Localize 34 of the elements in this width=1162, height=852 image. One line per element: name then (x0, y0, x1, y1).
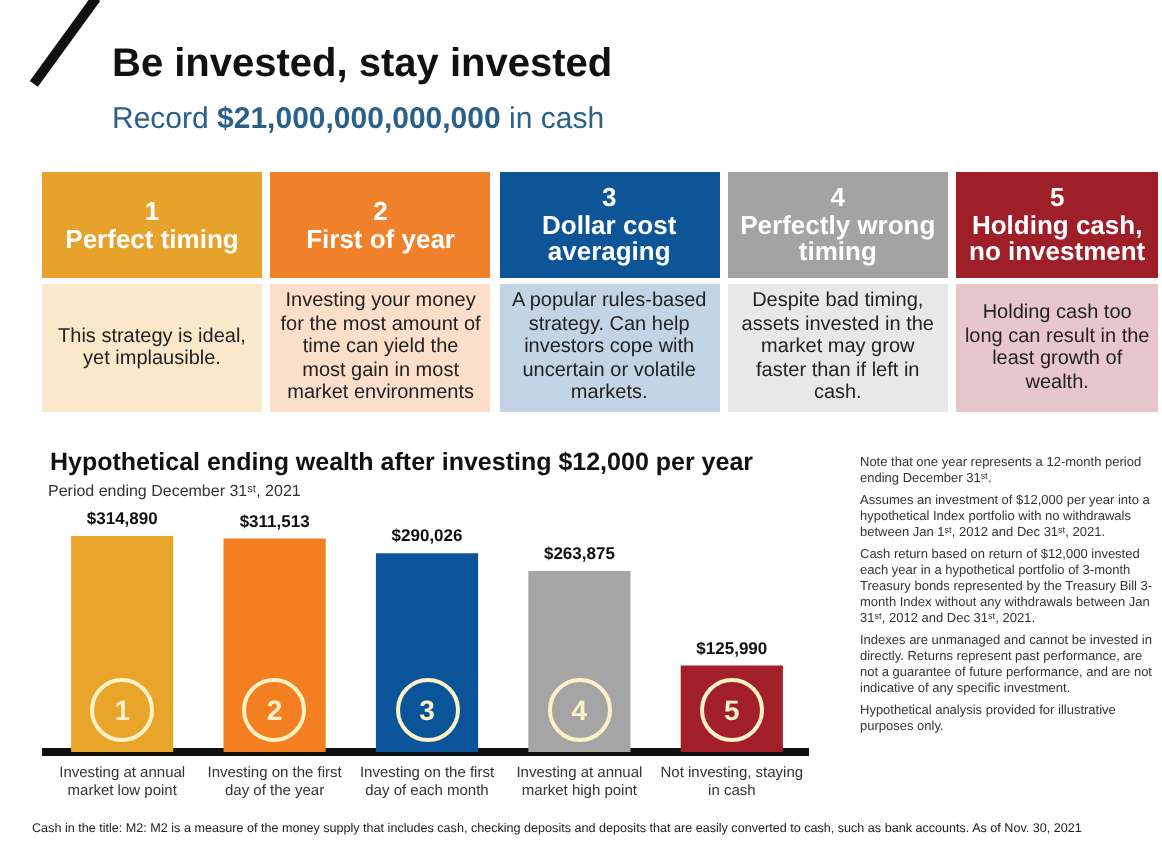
annotation: 4 (569, 694, 590, 726)
bar (528, 571, 631, 752)
data-label: $263,875 (543, 543, 616, 564)
chart-title: Hypothetical ending wealth after investing $12,000 per year (50, 448, 754, 478)
annotation: 2 (264, 694, 285, 726)
data-label: $314,890 (86, 508, 159, 529)
text: Holding cash, no investment (967, 209, 1148, 267)
data-label: $125,990 (696, 637, 768, 658)
text: 5 (1049, 182, 1065, 213)
text: Holding cash too long can result in the least growth of wealth. (964, 302, 1150, 394)
text: First of year (306, 223, 455, 253)
text: Perfectly wrong timing (738, 209, 938, 267)
text: 4 (830, 182, 845, 213)
bar (680, 665, 783, 752)
bar (375, 553, 479, 752)
text: This strategy is ideal, yet implausible. (56, 325, 248, 371)
data-label: $290,026 (391, 525, 463, 546)
text: Perfect timing (65, 223, 239, 253)
chart-subtitle: Period ending December 31ˢᵗ, 2021 (48, 482, 301, 502)
text: Dollar cost averaging (540, 209, 679, 267)
text: 2 (373, 196, 388, 226)
text: Record $21,000,000,000,000 in cash (112, 102, 605, 138)
bar (71, 536, 174, 752)
text: Despite bad timing, assets invested in the market may grow faster than if left in cash. (739, 290, 936, 406)
text: 1 (144, 196, 160, 226)
annotation: 1 (112, 694, 132, 726)
annotation: 3 (417, 694, 437, 726)
text: Investing your money for the most amount of time can yield the most gain in most market environments (278, 290, 483, 406)
text: 3 (601, 182, 617, 213)
data-label: $311,513 (239, 510, 311, 531)
bar (223, 538, 326, 752)
text: A popular rules-based strategy. Can help investors cope with uncertain or volatile markets. (509, 290, 709, 406)
text: Be invested, stay invested (112, 40, 613, 88)
annotation: 5 (721, 694, 742, 726)
